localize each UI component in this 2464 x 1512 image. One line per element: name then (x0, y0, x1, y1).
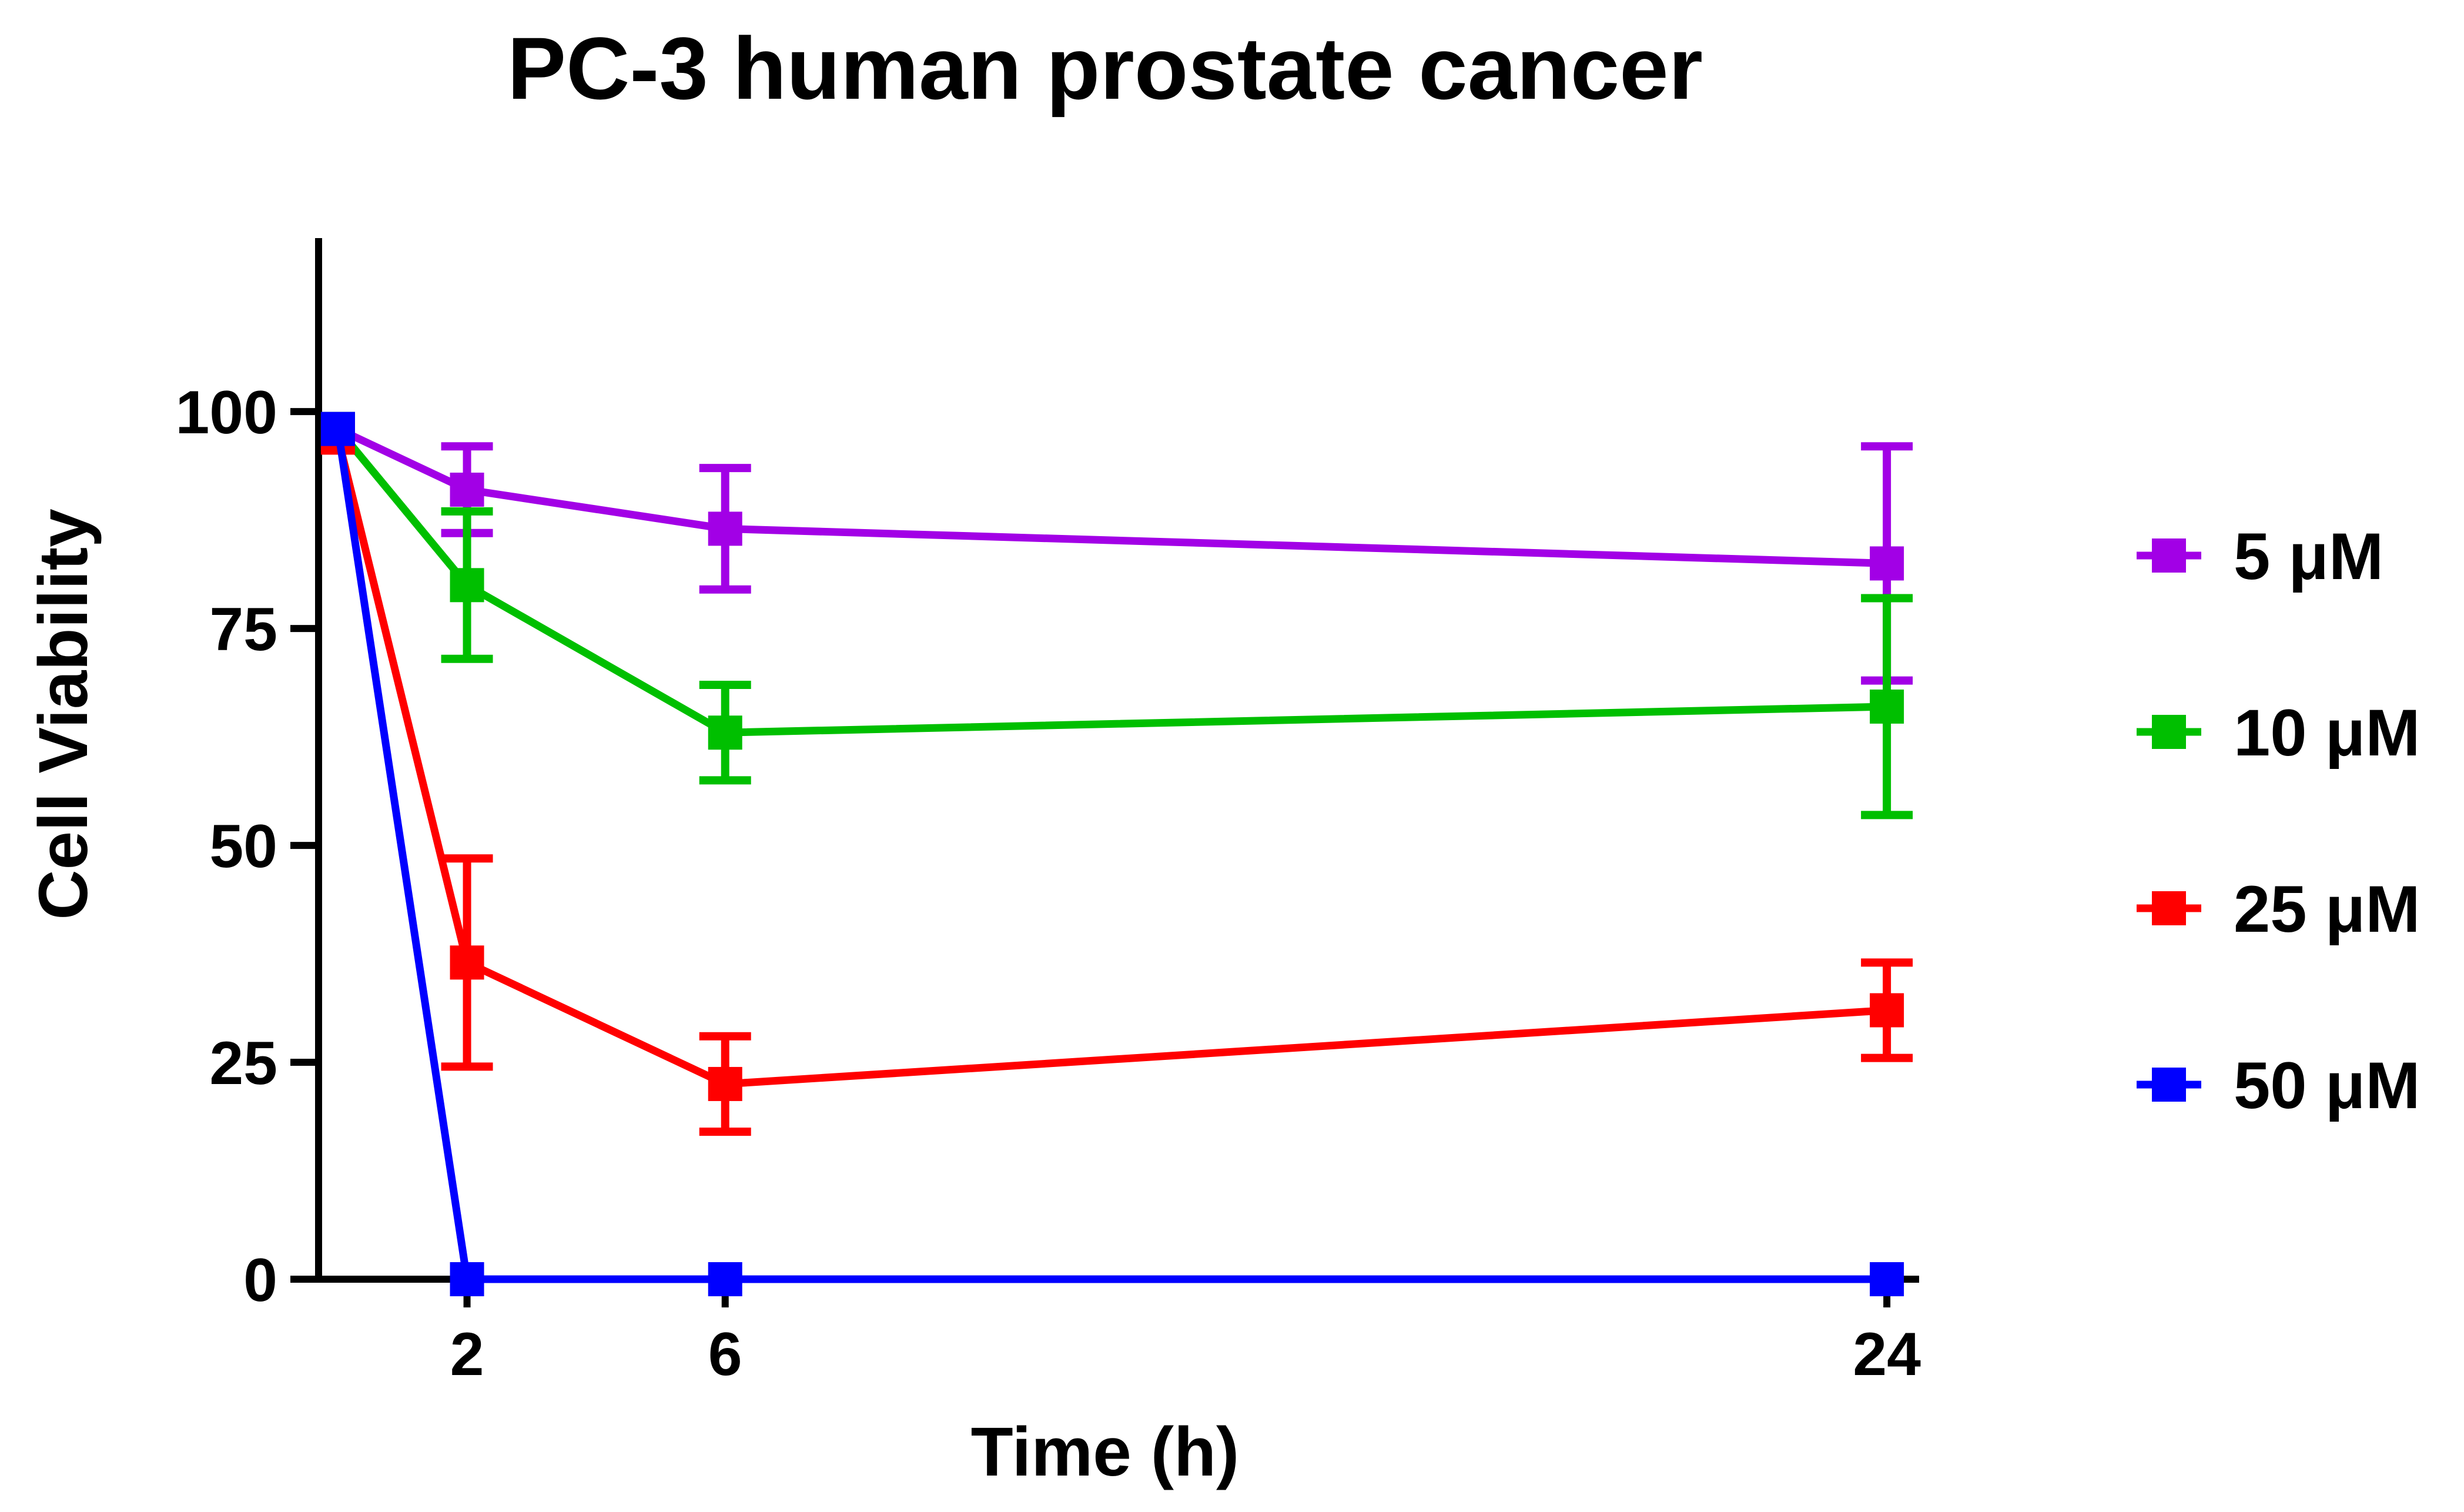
legend: 5 μM 10 μM 25 μM 50 μM (2137, 520, 2421, 1122)
legend-marker (2152, 1068, 2186, 1102)
data-point (708, 511, 742, 546)
series-line (334, 436, 1887, 1088)
legend-marker (2152, 891, 2186, 925)
legend-label: 50 μM (2234, 1049, 2421, 1122)
data-point (450, 472, 484, 507)
data-point (320, 412, 355, 446)
x-axis-title: Time (h) (971, 1413, 1240, 1491)
data-point (1870, 993, 1904, 1028)
legend-marker (2152, 715, 2186, 749)
y-tick-label: 25 (209, 1029, 277, 1098)
data-point (1870, 546, 1904, 581)
series-3 (320, 420, 1913, 1136)
y-tick-label: 100 (175, 379, 277, 447)
legend-label: 25 μM (2234, 872, 2421, 946)
series-line (334, 426, 1887, 737)
y-tick-label: 75 (209, 596, 277, 664)
data-point (1870, 1262, 1904, 1296)
legend-label: 10 μM (2234, 696, 2421, 770)
data-point (1870, 689, 1904, 724)
data-point (450, 568, 484, 603)
legend-label: 5 μM (2234, 520, 2383, 593)
legend-item: 10 μM (2137, 696, 2421, 770)
data-point (450, 1262, 484, 1296)
data-point (708, 1262, 742, 1296)
series-2 (320, 412, 1913, 819)
series-line (336, 425, 1887, 567)
legend-item: 5 μM (2137, 520, 2383, 593)
data-point (708, 715, 742, 750)
series-4 (320, 412, 1904, 1296)
axes (315, 238, 1919, 1283)
y-axis-title: Cell Viability (25, 509, 102, 920)
x-tick-label: 24 (1853, 1320, 1921, 1389)
x-tick-label: 6 (708, 1320, 742, 1389)
data-point (450, 945, 484, 980)
legend-marker (2152, 538, 2186, 573)
legend-item: 50 μM (2137, 1049, 2421, 1122)
y-tick-label: 0 (243, 1246, 277, 1314)
data-point (708, 1066, 742, 1101)
y-tick-label: 50 (209, 812, 277, 881)
series-layer (320, 412, 1913, 1296)
x-tick-label: 2 (450, 1320, 484, 1389)
chart-title: PC-3 human prostate cancer (507, 19, 1703, 118)
ticks: 0 25 50 75 100 2 6 24 (175, 379, 1921, 1389)
legend-item: 25 μM (2137, 872, 2421, 946)
series-line (334, 428, 1887, 1283)
